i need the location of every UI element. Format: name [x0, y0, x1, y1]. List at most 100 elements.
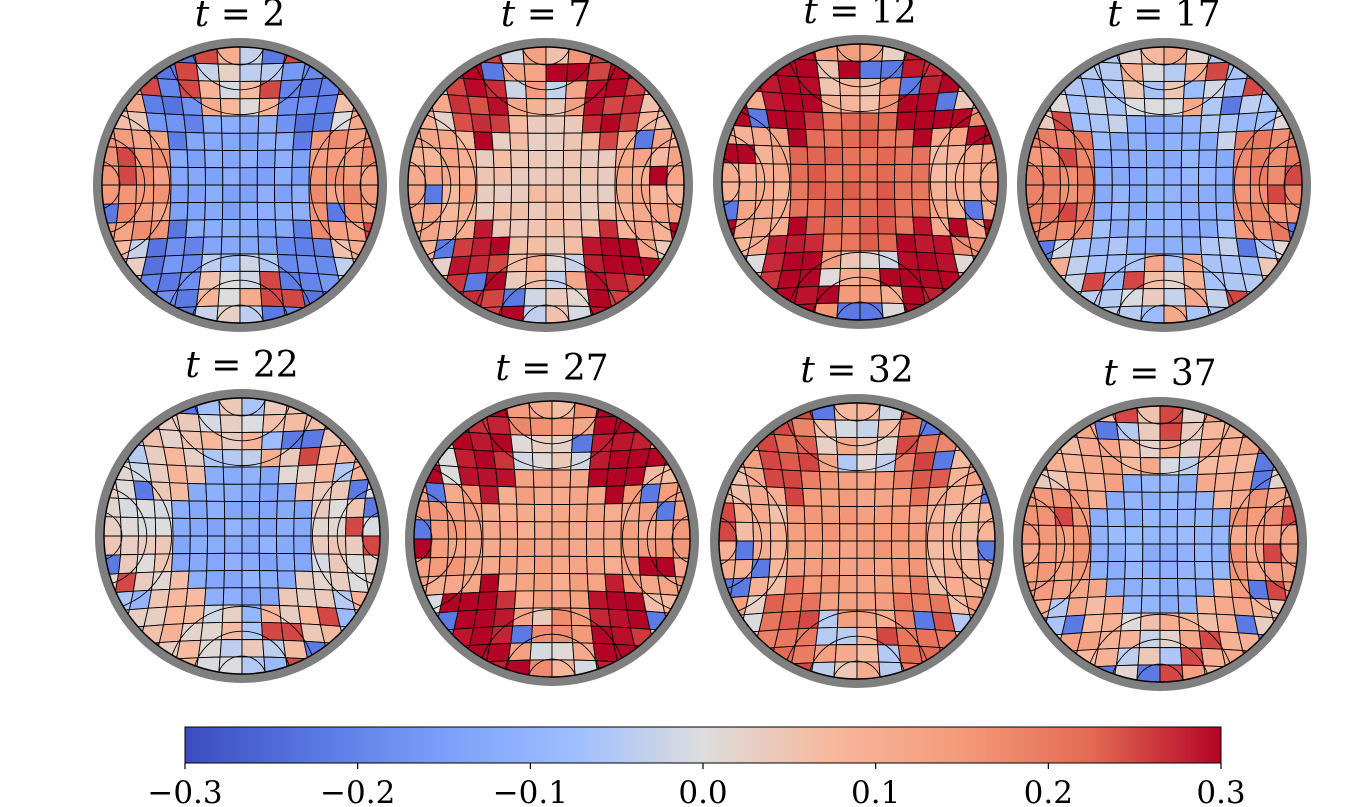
mesh-cell: [173, 61, 200, 82]
mesh-cell: [545, 288, 569, 307]
mesh-cell: [188, 500, 208, 520]
mesh-cell: [682, 441, 690, 465]
mesh-arc: [102, 134, 146, 236]
mesh-cell: [414, 613, 422, 637]
mesh-cell: [1211, 543, 1230, 563]
mesh-cell: [1032, 487, 1055, 508]
mesh-cell: [580, 167, 599, 186]
mesh-arc: [336, 485, 380, 587]
mesh-cell: [877, 129, 897, 148]
mesh-cell: [1026, 52, 1041, 76]
mesh-cell: [719, 540, 737, 561]
mesh-arc: [311, 461, 380, 611]
mesh-cell: [1267, 146, 1288, 168]
mesh-cell: [1250, 308, 1282, 323]
mesh-cell: [562, 149, 582, 169]
mesh-cell: [476, 591, 499, 611]
mesh-cell: [1002, 406, 1033, 428]
mesh-cell: [499, 538, 518, 557]
mesh-cell: [1022, 427, 1024, 451]
mesh-cell: [1022, 543, 1040, 564]
mesh-cell: [393, 30, 426, 53]
mesh-cell: [586, 573, 607, 593]
mesh-cell: [1277, 635, 1298, 658]
mesh-cell: [891, 575, 912, 595]
mesh-arc: [1138, 304, 1190, 323]
mesh-cell: [1036, 128, 1059, 149]
mesh-cell: [414, 422, 416, 446]
mesh-cell: [259, 570, 279, 589]
mesh-cell: [946, 305, 978, 320]
mesh-cell: [859, 181, 878, 200]
mesh-cell: [104, 645, 119, 669]
mesh-cell: [589, 608, 612, 628]
mesh-cell: [894, 198, 914, 218]
mesh-cell: [1317, 30, 1350, 53]
mesh-cell: [1032, 580, 1055, 601]
mesh-cell: [1089, 508, 1109, 527]
mesh-cell: [1198, 131, 1219, 151]
mesh-cell: [328, 498, 349, 519]
mesh-cell: [722, 68, 743, 91]
mesh-cell: [1022, 635, 1043, 658]
mesh-cell: [842, 164, 861, 183]
mesh-cell: [676, 259, 684, 283]
mesh-cell: [762, 593, 786, 614]
mesh-cell: [742, 44, 774, 59]
mesh-cell: [908, 505, 928, 524]
mesh-cell: [1250, 202, 1271, 223]
mesh-cell: [805, 128, 826, 148]
mesh-cell: [996, 65, 998, 89]
mesh-cell: [989, 50, 1020, 72]
mesh-cell: [719, 632, 740, 655]
panel-title-var: t: [501, 0, 516, 35]
mesh-cell: [562, 201, 582, 221]
mesh-cell: [104, 661, 134, 674]
mesh-cell: [960, 540, 979, 561]
mesh-cell: [1180, 167, 1200, 186]
mesh-cell: [570, 451, 592, 471]
mesh-cell: [1201, 254, 1224, 274]
mesh-arc: [976, 515, 995, 567]
mesh-cell: [824, 181, 844, 200]
mesh-arc: [719, 490, 763, 592]
mesh-cell: [551, 555, 571, 575]
mesh-cell: [1103, 595, 1125, 615]
mesh-cell: [1146, 184, 1165, 203]
mesh-cell: [800, 592, 822, 612]
mesh-cell: [638, 401, 670, 416]
mesh-cell: [104, 664, 112, 674]
mesh-cell: [221, 201, 241, 221]
mesh-cell: [365, 645, 380, 669]
mesh-cell: [655, 519, 674, 540]
mesh-arc: [621, 464, 690, 614]
mesh-cell: [564, 97, 586, 117]
mesh-cell: [946, 44, 978, 59]
mesh-cell: [663, 276, 684, 299]
mesh-cell: [102, 294, 117, 318]
mesh-cell: [1163, 253, 1185, 272]
panel-outline: [721, 43, 999, 321]
mesh-cell: [169, 570, 190, 590]
panel-title-equals: =: [815, 350, 868, 391]
mesh-cell: [674, 27, 707, 50]
mesh-cell: [1042, 667, 1074, 682]
mesh-cell: [1263, 505, 1284, 527]
mesh-cell: [960, 558, 981, 580]
mesh-cell: [1266, 55, 1296, 78]
mesh-cell: [510, 149, 530, 169]
mesh-cell: [65, 50, 96, 72]
mesh-cell: [1216, 131, 1237, 151]
mesh-cell: [551, 521, 570, 540]
mesh-cell: [804, 523, 823, 542]
mesh-arc: [1109, 406, 1211, 450]
mesh-cell: [1159, 474, 1180, 493]
mesh-cell: [978, 30, 1011, 53]
mesh-cell: [408, 87, 416, 111]
mesh-cell: [974, 632, 995, 655]
mesh-cell: [514, 469, 535, 488]
mesh-cell: [1022, 653, 1037, 677]
mesh-cell: [1081, 613, 1105, 634]
mesh-cell: [947, 217, 970, 238]
mesh-cell: [187, 570, 208, 590]
